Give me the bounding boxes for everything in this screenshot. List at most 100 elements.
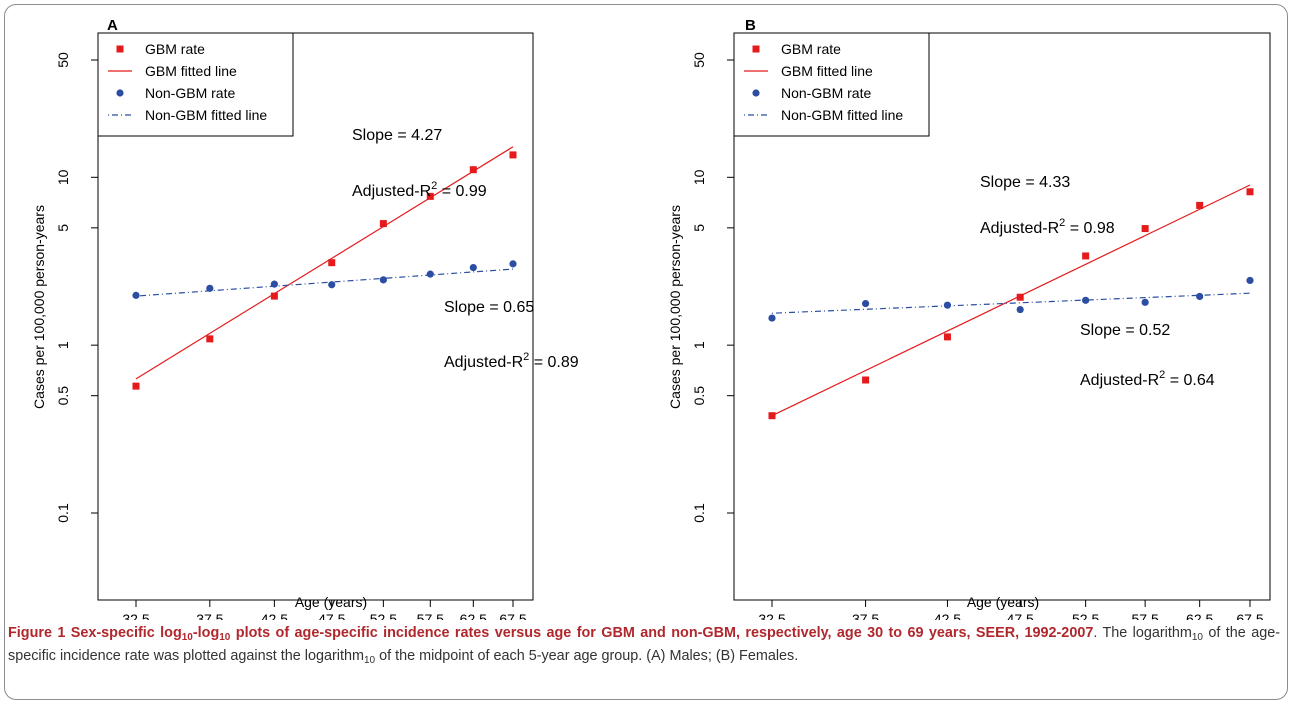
data-point-gbm-rate	[1196, 201, 1204, 209]
y-tick-label: 0.5	[691, 386, 707, 406]
data-point-non-gbm-rate	[1246, 276, 1254, 285]
fit-annotation: Slope = 0.52 Adjusted-R2 = 0.64	[1080, 322, 1215, 389]
data-point-gbm-rate	[469, 166, 477, 174]
figure-caption: Figure 1 Sex-specific log10-log10 plots …	[8, 622, 1280, 668]
legend-key	[752, 45, 760, 53]
plot-area	[733, 32, 1271, 601]
data-point-gbm-rate	[379, 220, 387, 228]
data-point-non-gbm-rate	[1016, 305, 1024, 314]
data-point-non-gbm-rate	[1141, 298, 1149, 306]
y-axis-title: Cases per 100,000 person-years	[667, 205, 683, 409]
y-tick-label: 1	[691, 341, 707, 349]
data-point-gbm-rate	[132, 382, 140, 390]
x-tick-label: 37.5	[852, 611, 879, 620]
chart-panel-a: A 0.1 0.5 1 5 10 50 32.5 37.5 42.5 47.5 52.5 57.5 62.…	[31, 17, 579, 620]
x-tick-label: 32.5	[758, 611, 785, 620]
y-tick-label: 0.5	[55, 386, 71, 406]
data-point-gbm-rate	[1016, 293, 1024, 301]
legend-label: Non-GBM fitted line	[781, 107, 903, 123]
x-tick-label: 42.5	[934, 611, 961, 620]
data-point-gbm-rate	[943, 333, 951, 341]
x-tick-label: 57.5	[417, 611, 444, 620]
x-tick-label: 57.5	[1132, 611, 1159, 620]
data-point-gbm-rate	[206, 335, 214, 343]
legend-box	[733, 32, 930, 137]
data-point-non-gbm-rate	[132, 291, 140, 299]
slope-label: Slope = 4.33	[980, 174, 1070, 191]
legend-label: GBM rate	[145, 41, 205, 57]
caption-body: . The logarithm10 of the age-specific in…	[8, 625, 1280, 666]
panel-label: B	[745, 17, 756, 34]
data-point-gbm-rate	[862, 376, 870, 384]
gbm-fitted-line	[771, 184, 1251, 417]
data-point-gbm-rate	[1082, 252, 1090, 260]
panel-label: A	[107, 17, 118, 34]
slope-label: Slope = 0.52	[1080, 322, 1170, 339]
adjusted-r2-label: Adjusted-R2 = 0.89	[444, 351, 579, 371]
data-point-non-gbm-rate	[1196, 292, 1204, 301]
y-tick-label: 50	[691, 52, 707, 68]
data-point-gbm-rate	[509, 151, 517, 159]
data-point-non-gbm-rate	[1082, 296, 1090, 304]
legend-key	[116, 89, 124, 97]
y-tick-label: 0.1	[55, 503, 71, 523]
legend-label: GBM fitted line	[145, 63, 237, 79]
y-axis-title: Cases per 100,000 person-years	[31, 205, 47, 409]
x-tick-label: 52.5	[370, 611, 397, 620]
legend-label: Non-GBM fitted line	[145, 107, 267, 123]
legend-label: Non-GBM rate	[781, 85, 871, 101]
legend: GBM rate GBM fitted line Non-GBM rate Non-G…	[97, 32, 294, 137]
adjusted-r2-label: Adjusted-R2 = 0.98	[980, 217, 1115, 237]
y-tick-label: 5	[691, 224, 707, 232]
data-point-non-gbm-rate	[943, 301, 952, 309]
x-axis-title: Age (years)	[967, 594, 1039, 610]
y-tick-label: 1	[55, 341, 71, 349]
legend-label: GBM fitted line	[781, 63, 873, 79]
fit-annotation: Slope = 0.65 Adjusted-R2 = 0.89	[444, 299, 579, 371]
fit-annotation: Slope = 4.27 Adjusted-R2 = 0.99	[352, 127, 487, 200]
slope-label: Slope = 4.27	[352, 127, 442, 144]
data-point-gbm-rate	[1141, 225, 1149, 233]
data-point-non-gbm-rate	[328, 281, 336, 289]
legend-box	[97, 32, 294, 137]
x-tick-label: 67.5	[1236, 611, 1263, 620]
slope-label: Slope = 0.65	[444, 299, 534, 316]
x-tick-label: 47.5	[318, 611, 345, 620]
adjusted-r2-label: Adjusted-R2 = 0.99	[352, 180, 487, 200]
data-point-non-gbm-rate	[509, 260, 517, 268]
x-tick-label: 37.5	[196, 611, 223, 620]
data-point-non-gbm-rate	[469, 263, 477, 272]
gbm-fitted-line	[135, 146, 514, 380]
x-axis-title: Age (years)	[295, 594, 367, 610]
data-point-non-gbm-rate	[206, 284, 214, 292]
y-tick-label: 10	[55, 169, 71, 185]
legend-label: Non-GBM rate	[145, 85, 235, 101]
y-tick-label: 0.1	[691, 503, 707, 523]
adjusted-r2-label: Adjusted-R2 = 0.64	[1080, 369, 1215, 389]
non-gbm-fitted-line	[135, 268, 514, 297]
data-point-non-gbm-rate	[379, 276, 387, 284]
data-point-non-gbm-rate	[861, 299, 870, 308]
data-point-non-gbm-rate	[768, 314, 776, 322]
x-tick-label: 62.5	[460, 611, 487, 620]
chart-panel-b: B 0.1 0.5 1 5 10 50 32.5 37.5 42.5 47.5 52.5 57.5 62.…	[667, 17, 1271, 620]
caption-title: Figure 1 Sex-specific log10-log10 plots …	[8, 625, 1094, 643]
plot-area	[97, 32, 534, 601]
data-point-gbm-rate	[328, 259, 336, 267]
data-point-gbm-rate	[270, 292, 278, 300]
data-point-non-gbm-rate	[426, 270, 434, 278]
x-tick-label: 52.5	[1072, 611, 1099, 620]
x-tick-label: 32.5	[122, 611, 149, 620]
y-tick-label: 50	[55, 52, 71, 68]
y-tick-label: 10	[691, 169, 707, 185]
x-tick-label: 42.5	[261, 611, 288, 620]
x-tick-label: 47.5	[1007, 611, 1034, 620]
non-gbm-fitted-line	[771, 292, 1251, 314]
fit-annotation: Slope = 4.33 Adjusted-R2 = 0.98	[980, 174, 1115, 237]
figure-plots: A 0.1 0.5 1 5 10 50 32.5 37.5 42.5 47.5 52.5 57.5 62.…	[31, 17, 1271, 620]
legend-label: GBM rate	[781, 41, 841, 57]
data-point-gbm-rate	[426, 192, 434, 200]
x-tick-label: 67.5	[499, 611, 526, 620]
y-tick-label: 5	[55, 224, 71, 232]
data-point-gbm-rate	[1246, 188, 1254, 196]
